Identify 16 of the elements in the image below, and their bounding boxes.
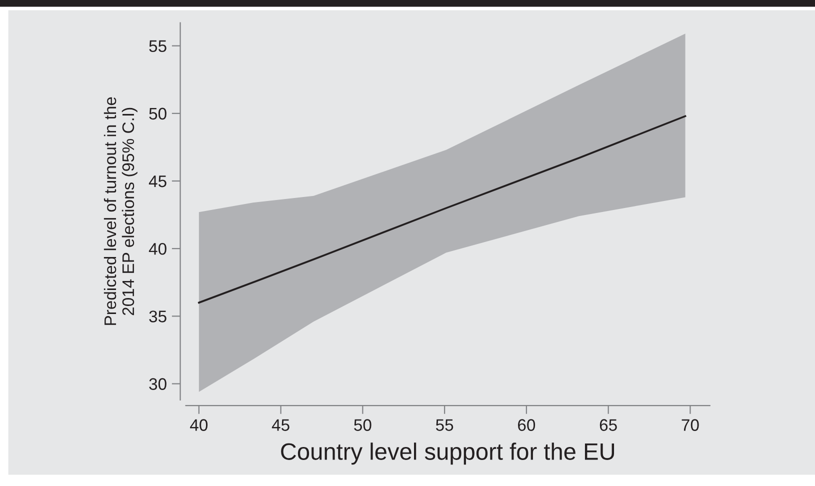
- x-tick-label: 45: [272, 419, 290, 431]
- y-tick-label: 50: [149, 108, 166, 120]
- x-tick-label: 55: [436, 419, 454, 431]
- y-tick-label: 35: [149, 310, 166, 322]
- y-tick-label: 45: [148, 176, 166, 188]
- y-axis-title: Predicted level of turnout in the 2014 EP elections (95% C.I): [104, 97, 138, 325]
- x-tick-label: 70: [682, 419, 699, 431]
- x-tick-label: 60: [518, 419, 536, 431]
- x-axis-title: Country level support for the EU: [281, 442, 614, 465]
- x-tick-label: 65: [600, 419, 617, 431]
- y-tick-label: 30: [149, 378, 166, 390]
- line-series: [198, 115, 686, 304]
- x-tick-label: 40: [190, 419, 208, 431]
- x-tick-label: 50: [354, 419, 372, 431]
- y-tick-label: 55: [149, 40, 166, 52]
- y-tick-label: 40: [148, 242, 166, 255]
